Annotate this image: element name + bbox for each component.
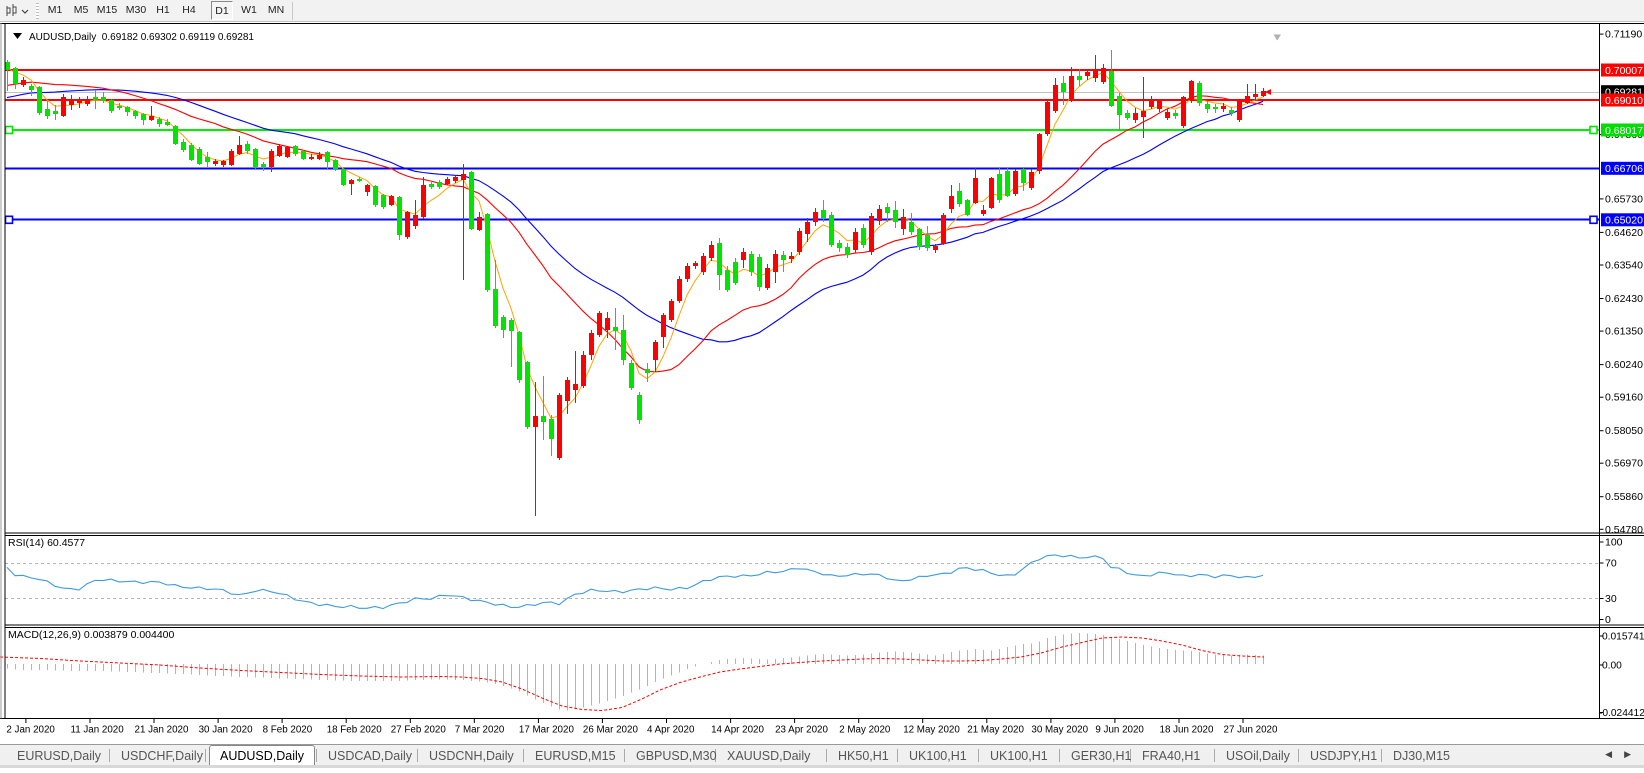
svg-text:18 Jun 2020: 18 Jun 2020 <box>1160 725 1214 736</box>
svg-text:0.54780: 0.54780 <box>1605 524 1643 536</box>
svg-text:MACD(12,26,9) 0.003879 0.00440: MACD(12,26,9) 0.003879 0.004400 <box>8 629 175 641</box>
svg-text:70: 70 <box>1605 558 1617 570</box>
svg-text:0.62430: 0.62430 <box>1605 293 1643 305</box>
svg-text:0: 0 <box>1605 614 1611 626</box>
svg-text:21 May 2020: 21 May 2020 <box>967 725 1024 736</box>
svg-text:0.56970: 0.56970 <box>1605 458 1643 470</box>
svg-text:23 Apr 2020: 23 Apr 2020 <box>775 725 828 736</box>
svg-text:RSI(14) 60.4577: RSI(14) 60.4577 <box>8 537 85 549</box>
svg-text:30 Jan 2020: 30 Jan 2020 <box>199 725 253 736</box>
svg-text:0.68017: 0.68017 <box>1605 125 1643 137</box>
svg-text:0.61350: 0.61350 <box>1605 326 1643 338</box>
svg-text:18 Feb 2020: 18 Feb 2020 <box>327 725 383 736</box>
svg-text:12 May 2020: 12 May 2020 <box>903 725 960 736</box>
svg-text:30 May 2020: 30 May 2020 <box>1031 725 1088 736</box>
svg-text:0.64620: 0.64620 <box>1605 227 1643 239</box>
svg-text:8 Feb 2020: 8 Feb 2020 <box>263 725 313 736</box>
svg-text:0.63540: 0.63540 <box>1605 260 1643 272</box>
svg-text:0.66706: 0.66706 <box>1605 163 1643 175</box>
svg-text:26 Mar 2020: 26 Mar 2020 <box>583 725 639 736</box>
svg-text:9 Jun 2020: 9 Jun 2020 <box>1095 725 1144 736</box>
svg-text:0.70007: 0.70007 <box>1605 65 1643 77</box>
svg-text:0.71190: 0.71190 <box>1605 29 1642 41</box>
svg-text:27 Jun 2020: 27 Jun 2020 <box>1224 725 1278 736</box>
svg-text:21 Jan 2020: 21 Jan 2020 <box>135 725 189 736</box>
svg-text:AUDUSD,Daily 0.69182 0.69302: AUDUSD,Daily 0.69182 0.69302 0.69119 0.6… <box>29 32 254 43</box>
svg-text:0.55860: 0.55860 <box>1605 491 1643 503</box>
svg-text:0.60240: 0.60240 <box>1605 359 1643 371</box>
svg-text:0.69010: 0.69010 <box>1605 95 1643 107</box>
svg-text:17 Mar 2020: 17 Mar 2020 <box>519 725 575 736</box>
svg-text:0.65730: 0.65730 <box>1605 193 1643 205</box>
svg-text:0.00: 0.00 <box>1602 661 1622 672</box>
svg-text:0.58050: 0.58050 <box>1605 425 1643 437</box>
svg-text:30: 30 <box>1605 593 1617 605</box>
svg-text:14 Apr 2020: 14 Apr 2020 <box>711 725 764 736</box>
svg-text:4 Apr 2020: 4 Apr 2020 <box>647 725 695 736</box>
svg-text:27 Feb 2020: 27 Feb 2020 <box>391 725 447 736</box>
svg-text:100: 100 <box>1605 537 1623 549</box>
svg-text:2 Jan 2020: 2 Jan 2020 <box>6 725 55 736</box>
svg-text:2 May 2020: 2 May 2020 <box>839 725 891 736</box>
svg-text:0.59160: 0.59160 <box>1605 392 1643 404</box>
svg-text:-0.024412: -0.024412 <box>1599 708 1644 719</box>
svg-text:11 Jan 2020: 11 Jan 2020 <box>71 725 125 736</box>
svg-text:0.015741: 0.015741 <box>1602 632 1644 643</box>
svg-text:7 Mar 2020: 7 Mar 2020 <box>455 725 505 736</box>
svg-text:0.65020: 0.65020 <box>1605 215 1643 227</box>
